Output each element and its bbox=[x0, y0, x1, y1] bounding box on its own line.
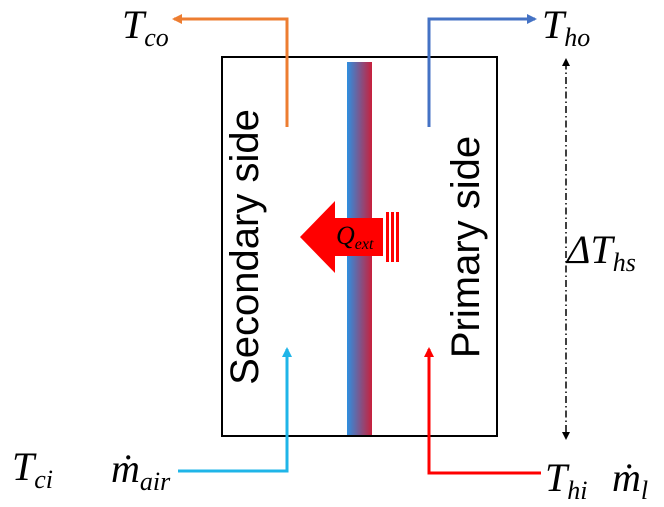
primary-side-label: Primary side bbox=[444, 135, 488, 359]
m-air-label: ṁair bbox=[111, 446, 171, 496]
delta-t-bottom-arrowhead bbox=[562, 432, 570, 440]
hot-outlet-arrow bbox=[427, 14, 537, 127]
t-ci-label: Tci bbox=[12, 444, 54, 494]
cold-outlet-arrow bbox=[172, 14, 289, 127]
t-co-label: Tco bbox=[122, 2, 169, 52]
cold-inlet-arrow bbox=[178, 347, 292, 473]
q-ext-label: Qext bbox=[336, 221, 374, 253]
secondary-side-label: Secondary side bbox=[223, 109, 267, 385]
exchanger-frame bbox=[221, 56, 498, 437]
t-ho-label: Tho bbox=[542, 2, 591, 52]
t-hi-label: Thi bbox=[545, 455, 588, 505]
m-l-label: ṁl bbox=[612, 455, 649, 505]
delta-t-hs-label: ΔThs bbox=[567, 227, 636, 277]
hot-inlet-arrow bbox=[424, 347, 541, 475]
heat-flow-arrow bbox=[300, 201, 399, 273]
